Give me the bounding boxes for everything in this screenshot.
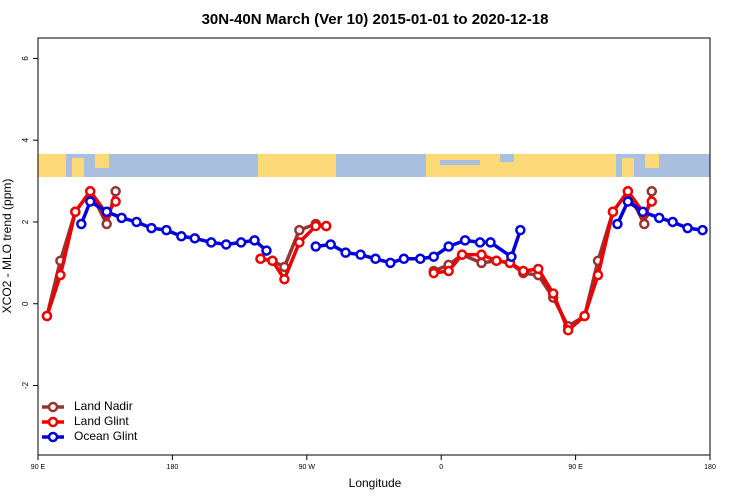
point-marker	[85, 186, 96, 197]
point-marker	[646, 186, 658, 197]
point-marker	[506, 251, 517, 262]
point-marker	[261, 245, 272, 256]
point-marker	[76, 218, 87, 230]
point-marker	[279, 273, 290, 285]
point-marker	[320, 220, 332, 232]
legend-marker	[47, 401, 59, 413]
x-tick-label: 180	[704, 464, 716, 471]
point-marker	[639, 218, 650, 230]
legend-label: Ocean Glint	[74, 429, 138, 443]
x-axis-label: Longitude	[349, 476, 402, 490]
y-tick-label: -2	[21, 381, 30, 389]
plot-frame	[37, 37, 711, 456]
y-tick-label: 4	[21, 137, 30, 142]
point-marker	[518, 265, 529, 277]
point-marker	[456, 249, 468, 260]
point-marker	[682, 222, 693, 234]
point-marker	[85, 196, 96, 207]
point-marker	[622, 186, 634, 197]
point-marker	[101, 206, 112, 217]
map-strip	[38, 154, 710, 177]
point-marker	[415, 253, 426, 265]
point-marker	[592, 269, 604, 281]
point-marker	[385, 257, 396, 269]
point-marker	[398, 253, 410, 265]
legend-label: Land Glint	[74, 414, 129, 428]
point-marker	[220, 239, 232, 250]
point-marker	[533, 263, 544, 275]
point-marker	[310, 220, 322, 232]
legend-marker	[47, 416, 59, 428]
x-tick-label: 180	[167, 464, 179, 471]
legend-marker	[47, 431, 59, 443]
point-marker	[249, 235, 260, 246]
point-marker	[310, 241, 322, 252]
chart-title: 30N-40N March (Ver 10) 2015-01-01 to 202…	[202, 11, 549, 28]
point-marker	[146, 222, 157, 234]
point-marker	[131, 216, 142, 228]
point-marker	[255, 253, 266, 265]
point-marker	[55, 269, 66, 281]
point-marker	[110, 196, 121, 207]
point-marker	[235, 237, 247, 248]
point-marker	[637, 206, 649, 217]
point-marker	[476, 249, 487, 260]
x-tick-label: 90 E	[568, 464, 583, 471]
point-marker	[110, 186, 121, 197]
point-marker	[459, 235, 471, 246]
y-tick-label: 0	[21, 301, 30, 306]
point-marker	[476, 257, 487, 269]
point-marker	[562, 325, 574, 336]
point-marker	[70, 206, 81, 217]
point-marker	[443, 265, 454, 277]
point-marker	[370, 253, 381, 265]
y-tick-label: 2	[21, 219, 30, 224]
point-marker	[294, 237, 305, 248]
point-marker	[355, 249, 366, 260]
point-marker	[189, 233, 201, 244]
point-marker	[176, 231, 187, 242]
point-marker	[667, 216, 678, 228]
point-marker	[491, 255, 502, 267]
legend-label: Land Nadir	[74, 399, 133, 413]
series-line	[45, 189, 654, 328]
point-marker	[116, 212, 127, 224]
point-marker	[267, 255, 278, 267]
x-tick-label: 90 W	[299, 464, 316, 471]
point-marker	[579, 310, 590, 322]
point-marker	[612, 218, 623, 230]
point-marker	[428, 251, 439, 262]
point-marker	[443, 241, 454, 252]
point-marker	[474, 237, 486, 248]
x-tick-label: 0	[439, 464, 443, 471]
point-marker	[325, 239, 336, 250]
point-marker	[653, 212, 665, 224]
y-tick-label: 6	[21, 56, 30, 61]
point-marker	[205, 237, 217, 248]
point-marker	[161, 224, 172, 236]
point-marker	[294, 224, 305, 236]
point-marker	[101, 218, 112, 230]
point-marker	[41, 310, 53, 322]
point-marker	[515, 224, 526, 236]
point-marker	[340, 247, 351, 258]
point-marker	[485, 237, 496, 248]
point-marker	[607, 206, 619, 217]
point-marker	[428, 267, 439, 279]
point-marker	[622, 196, 634, 207]
x-tick-label: 90 E	[31, 464, 46, 471]
point-marker	[697, 224, 708, 236]
series-line	[45, 189, 654, 333]
y-axis-label: XCO2 - MLO trend (ppm)	[0, 179, 14, 314]
point-marker	[646, 196, 658, 207]
point-marker	[547, 288, 559, 299]
